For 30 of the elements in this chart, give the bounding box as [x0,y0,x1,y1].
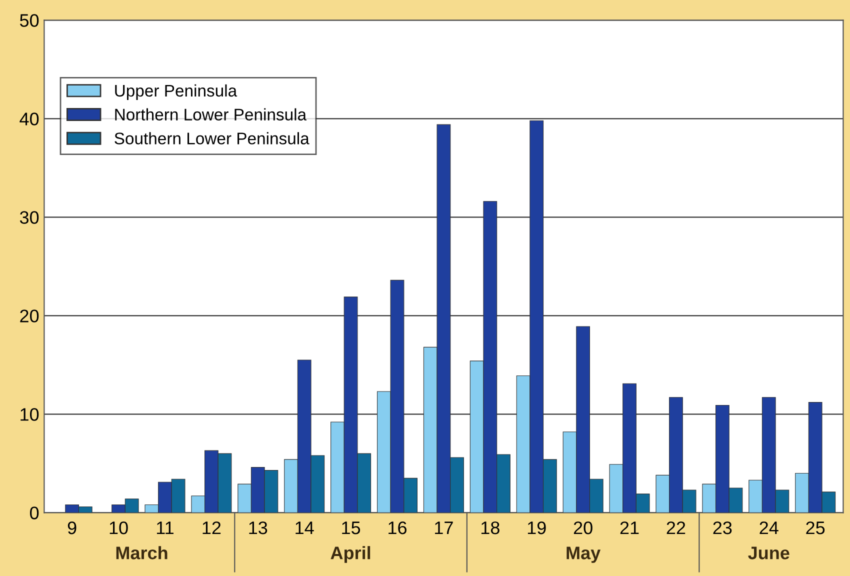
text: April [330,546,370,563]
x-tick-label: 9 [68,521,76,534]
x-tick-label: 21 [620,521,639,534]
x-tick-label: 14 [296,522,314,534]
x-tick-label: 23 [713,521,732,534]
x-tick-label: 13 [249,521,268,534]
legend-label: Upper Peninsula [115,84,238,100]
x-tick-label: 10 [110,521,128,534]
x-tick-label: 17 [435,522,453,534]
text: May [566,546,601,563]
legend-label: Southern Lower Peninsula [114,132,310,144]
legend-label: Northern Lower Peninsula [115,108,307,121]
x-tick-label: 20 [574,521,592,534]
y-tick-label: 10 [20,408,39,421]
x-tick-label: 11 [156,522,174,534]
y-tick-label: 40 [20,112,39,126]
text: June [748,546,790,560]
x-tick-label: 15 [342,522,360,534]
x-tick-label: 18 [481,521,500,534]
x-tick-label: 25 [806,521,825,534]
y-tick-label: 0 [30,506,39,520]
x-tick-label: 22 [666,521,686,534]
x-tick-label: 19 [528,521,546,534]
y-tick-label: 30 [20,211,39,224]
x-tick-label: 24 [760,521,778,534]
x-tick-label: 16 [388,521,406,534]
text: March [116,546,168,560]
x-tick-label: 12 [202,521,221,534]
y-tick-label: 20 [20,310,39,322]
y-tick-label: 50 [20,14,39,27]
